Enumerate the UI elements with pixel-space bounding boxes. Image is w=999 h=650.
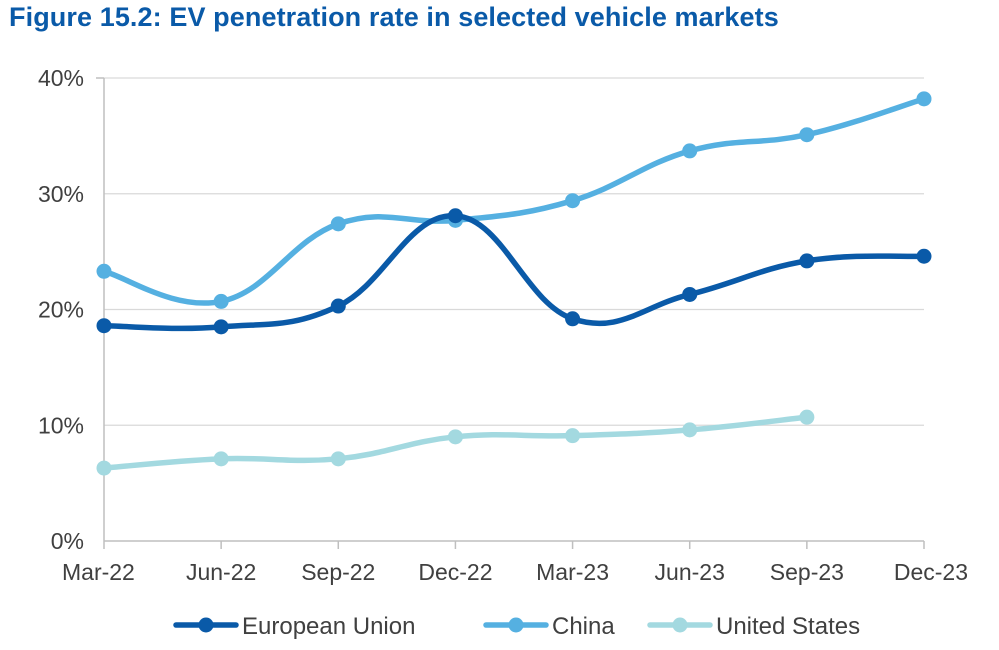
data-point-united-states: [565, 428, 581, 444]
data-point-united-states: [330, 451, 346, 467]
data-point-united-states: [447, 429, 463, 445]
x-tick-label: Sep-23: [770, 559, 844, 585]
legend-label: China: [552, 613, 615, 640]
legend-item-china: China: [483, 613, 615, 640]
data-point-european-union: [799, 253, 815, 269]
chart-title: Figure 15.2: EV penetration rate in sele…: [9, 2, 779, 32]
data-point-united-states: [213, 451, 229, 467]
data-point-china: [213, 293, 229, 309]
series-line-european-union: [101, 212, 927, 332]
gridlines: [104, 77, 924, 426]
legend-swatch-marker: [508, 617, 524, 633]
legend-item-united-states: United States: [647, 613, 860, 640]
x-tick-labels: Mar-22 Jun-22 Sep-22 Dec-22 Mar-23 Jun-23 Sep-…: [62, 559, 968, 585]
data-point-china: [330, 216, 346, 232]
legend-label: United States: [716, 613, 860, 640]
series-line-china: [101, 96, 927, 306]
data-point-united-states: [799, 409, 815, 425]
x-tick-label: Dec-23: [894, 559, 968, 585]
data-point-european-union: [213, 319, 229, 335]
data-point-china: [96, 263, 112, 279]
data-point-european-union: [330, 298, 346, 314]
legend-swatch-marker: [672, 617, 688, 633]
series-china: [96, 91, 932, 309]
series-lines: [96, 91, 932, 476]
y-tick-labels: 0% 10% 20% 30% 40%: [38, 65, 84, 554]
x-tick-label: Dec-22: [418, 559, 492, 585]
data-point-united-states: [682, 422, 698, 438]
series-european-union: [96, 208, 932, 335]
legend: European Union China United States: [173, 613, 860, 640]
x-tick-label: Jun-22: [186, 559, 256, 585]
data-point-china: [799, 127, 815, 143]
data-point-united-states: [96, 460, 112, 476]
y-tick-label: 20%: [38, 297, 84, 323]
x-tick-label: Jun-23: [655, 559, 725, 585]
data-point-china: [916, 91, 932, 107]
x-tick-label: Mar-23: [536, 559, 609, 585]
data-point-china: [682, 143, 698, 159]
y-tick-label: 10%: [38, 412, 84, 438]
y-tick-label: 30%: [38, 181, 84, 207]
x-tick-label: Sep-22: [301, 559, 375, 585]
data-point-china: [565, 193, 581, 209]
legend-swatch-marker: [198, 617, 214, 633]
x-tick-label: Mar-22: [62, 559, 135, 585]
y-tick-label: 40%: [38, 65, 84, 91]
data-point-european-union: [447, 208, 463, 224]
data-point-european-union: [96, 318, 112, 334]
legend-label: European Union: [242, 613, 415, 640]
axes: [96, 77, 925, 549]
y-tick-label: 0%: [51, 528, 84, 554]
series-united-states: [96, 409, 815, 476]
data-point-european-union: [565, 311, 581, 327]
data-point-european-union: [916, 248, 932, 264]
data-point-european-union: [682, 286, 698, 302]
legend-item-european-union: European Union: [173, 613, 415, 640]
